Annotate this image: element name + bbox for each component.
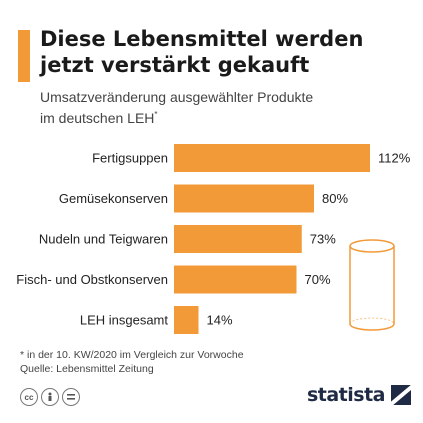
chart-footnote: * in der 10. KW/2020 im Vergleich zur Vo… bbox=[20, 348, 244, 376]
chart-subtitle-line-1: Umsatzveränderung ausgewählter Produkte bbox=[40, 89, 314, 105]
value-label: 112% bbox=[378, 151, 411, 166]
value-label: 70% bbox=[305, 272, 331, 287]
bar bbox=[174, 144, 370, 172]
chart-subtitle-line-2: im deutschen LEH bbox=[40, 110, 155, 126]
chart-title: Diese Lebensmittel werden jetzt verstärk… bbox=[40, 26, 410, 78]
license-icons: cc bbox=[20, 388, 80, 406]
statista-branding[interactable]: statista bbox=[307, 384, 411, 406]
footnote-text: * in der 10. KW/2020 im Vergleich zur Vo… bbox=[20, 349, 244, 361]
value-label: 80% bbox=[322, 191, 348, 206]
source-text: Quelle: Lebensmittel Zeitung bbox=[20, 363, 154, 375]
title-accent-bar bbox=[18, 30, 30, 82]
glass-jar-illustration bbox=[349, 239, 395, 331]
bar bbox=[174, 225, 302, 253]
statista-logo-icon bbox=[391, 385, 411, 405]
bar bbox=[174, 306, 199, 334]
chart-title-line-1: Diese Lebensmittel werden bbox=[40, 27, 364, 51]
category-label: Fisch- und Obstkonserven bbox=[16, 272, 168, 287]
chart-title-line-2: jetzt verstärkt gekauft bbox=[40, 53, 310, 77]
bar bbox=[174, 184, 314, 213]
chart-subtitle-line-2-wrap: im deutschen LEH* bbox=[40, 106, 410, 127]
by-icon[interactable] bbox=[41, 388, 59, 406]
value-label: 73% bbox=[310, 232, 336, 247]
nd-icon[interactable] bbox=[62, 388, 80, 406]
chart-subtitle: Umsatzveränderung ausgewählter Produkte … bbox=[40, 88, 410, 127]
value-label: 14% bbox=[207, 313, 233, 328]
statista-wordmark: statista bbox=[306, 384, 386, 406]
category-label: Gemüsekonserven bbox=[59, 191, 168, 206]
cc-icon[interactable]: cc bbox=[20, 388, 38, 406]
category-label: Fertigsuppen bbox=[92, 151, 168, 166]
bar bbox=[174, 265, 297, 294]
category-label: LEH insgesamt bbox=[80, 313, 169, 328]
category-label: Nudeln und Teigwaren bbox=[39, 232, 168, 247]
subtitle-footnote-marker: * bbox=[154, 110, 158, 119]
